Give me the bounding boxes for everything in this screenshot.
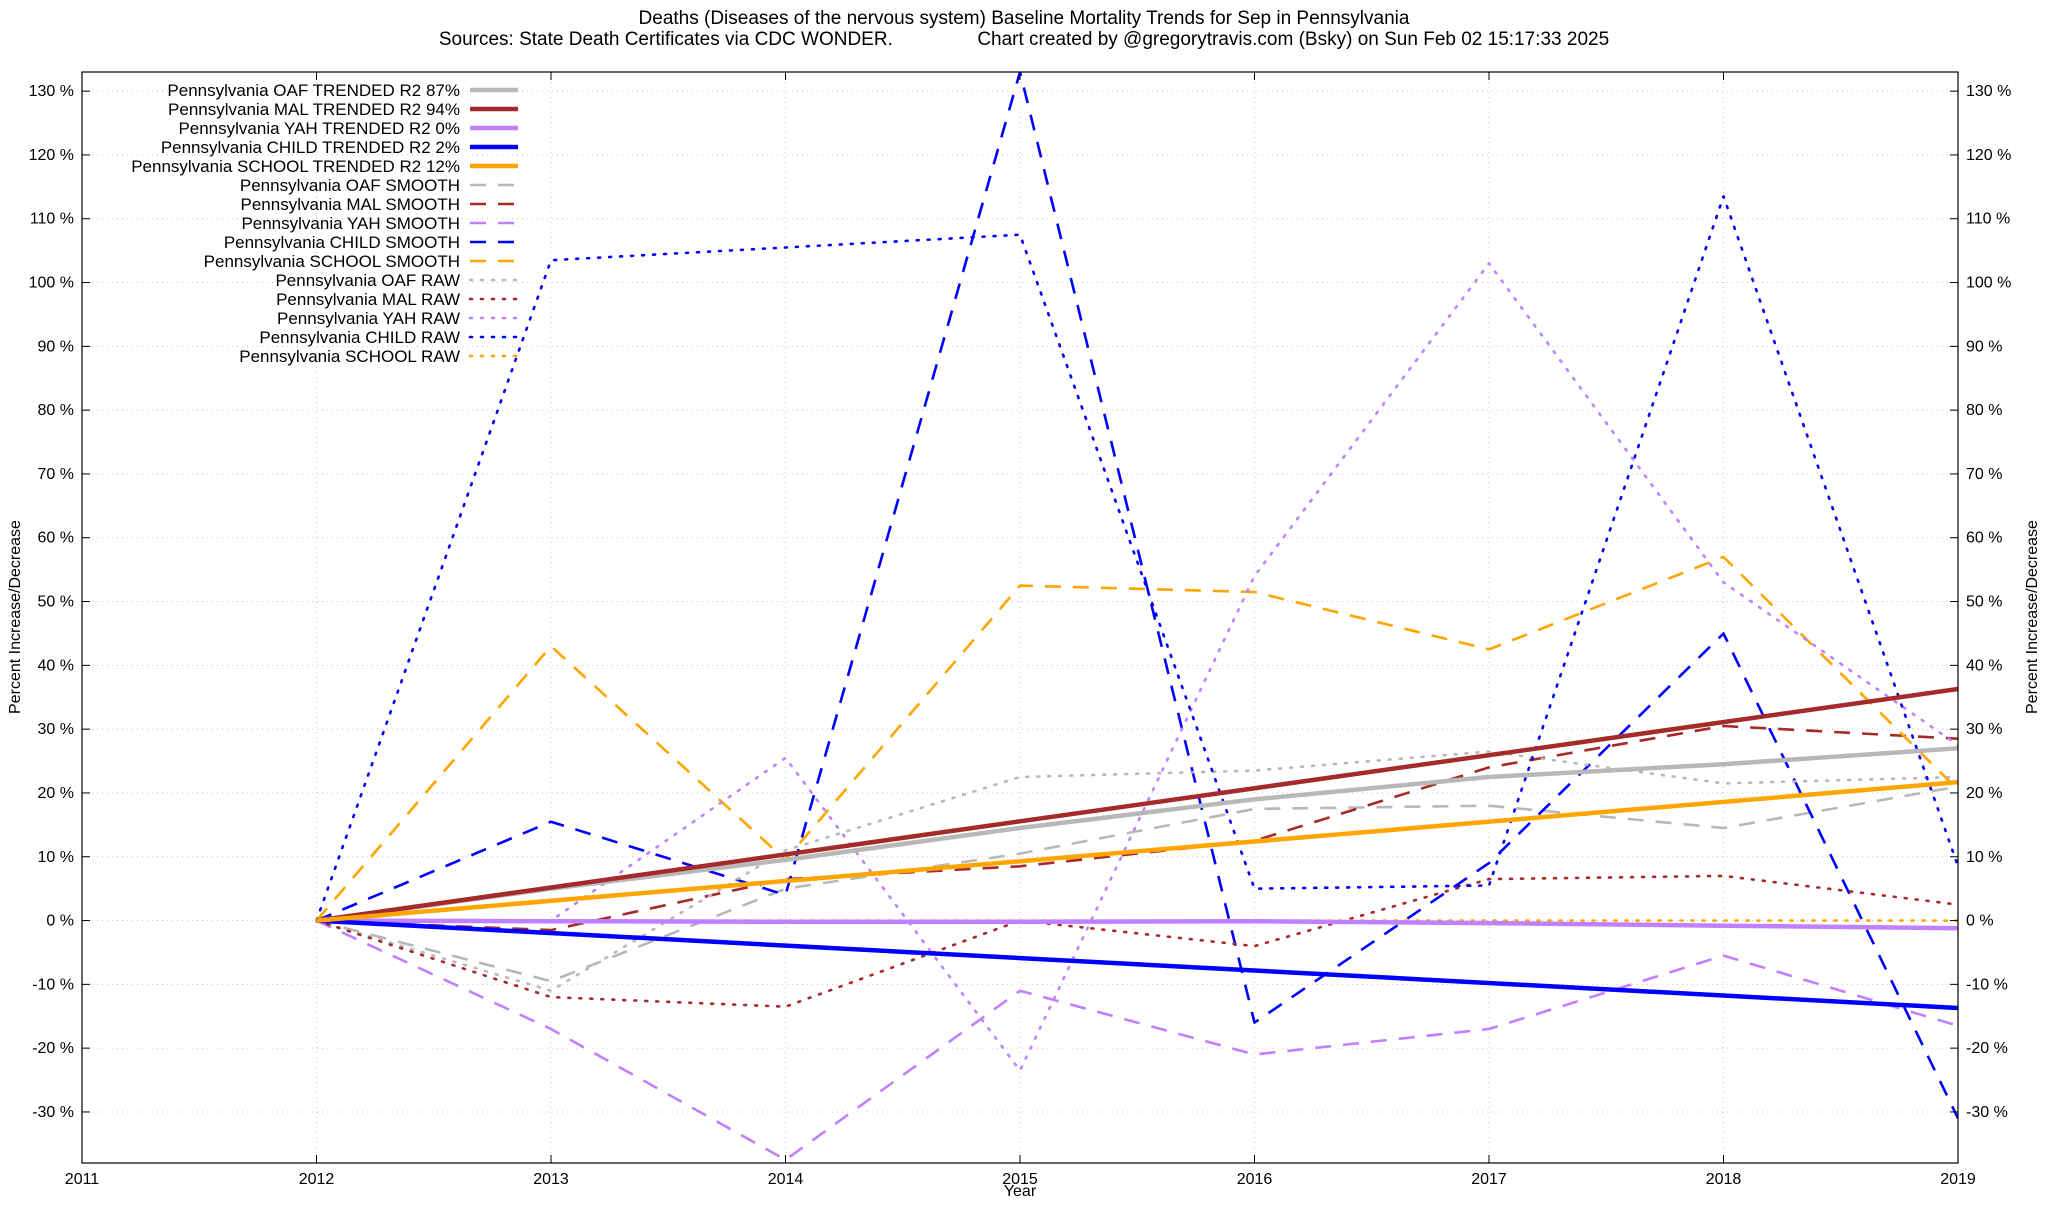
y-tick-label-left: -20 % [32,1040,74,1057]
x-tick-label: 2018 [1706,1171,1742,1188]
y-tick-label-right: 90 % [1966,338,2002,355]
y-axis-label-left: Percent Increase/Decrease [7,520,24,714]
series-line-11 [315,750,1958,993]
y-tick-label-left: 100 % [29,275,74,292]
legend-label: Pennsylvania OAF TRENDED R2 87% [167,81,460,100]
series-line-8 [315,919,1958,1162]
y-axis-label-right: Percent Increase/Decrease [2024,520,2041,714]
y-tick-label-left: 120 % [29,147,74,164]
y-tick-label-left: 10 % [38,849,74,866]
legend-label: Pennsylvania YAH RAW [277,309,460,328]
y-tick-label-left: 20 % [38,785,74,802]
legend-label: Pennsylvania OAF RAW [275,271,460,290]
legend-label: Pennsylvania YAH SMOOTH [241,214,460,233]
legend-label: Pennsylvania SCHOOL SMOOTH [204,252,460,271]
y-tick-label-left: 110 % [30,211,74,228]
y-tick-label-right: -20 % [1966,1040,2008,1057]
x-axis-label: Year [1004,1183,1037,1200]
legend-label: Pennsylvania OAF SMOOTH [240,176,460,195]
x-tick-label: 2015 [1002,1171,1038,1188]
x-tick-label: 2012 [299,1171,335,1188]
y-tick-label-right: 130 % [1966,83,2011,100]
legend-label: Pennsylvania SCHOOL RAW [239,347,460,366]
y-tick-label-right: 120 % [1966,147,2011,164]
series-line-13 [315,262,1958,1072]
y-tick-label-right: 80 % [1966,402,2002,419]
y-tick-label-left: 70 % [38,466,74,483]
legend-label: Pennsylvania SCHOOL TRENDED R2 12% [131,157,460,176]
y-tick-label-right: 110 % [1966,211,2010,228]
y-tick-label-left: 0 % [46,913,74,930]
series-line-5 [316,779,1958,923]
x-tick-label: 2011 [65,1171,100,1188]
tick-layer: -30 % -30 % -20 % -20 % -10 % -10 % 0 % 0 % 10 %… [29,72,2011,1188]
series-layer [315,72,1958,1162]
legend-label: Pennsylvania CHILD SMOOTH [224,233,460,252]
y-tick-label-left: 80 % [38,402,74,419]
y-tick-label-right: 40 % [1966,657,2002,674]
series-line-14 [315,195,1958,922]
y-tick-label-left: -30 % [32,1104,74,1121]
y-tick-label-right: 0 % [1966,913,1994,930]
x-tick-label: 2013 [533,1171,569,1188]
series-line-4 [316,918,1958,1011]
y-tick-label-right: -30 % [1966,1104,2008,1121]
x-tick-label: 2019 [1940,1171,1976,1188]
y-tick-label-right: 10 % [1966,849,2002,866]
y-tick-label-right: 50 % [1966,594,2002,611]
x-tick-label: 2016 [1237,1171,1273,1188]
series-line-6 [316,785,1958,983]
legend-label: Pennsylvania CHILD TRENDED R2 2% [161,138,460,157]
series-line-9 [315,72,1958,1119]
legend-label: Pennsylvania MAL SMOOTH [241,195,461,214]
y-tick-label-left: 130 % [29,83,74,100]
legend-label: Pennsylvania MAL TRENDED R2 94% [168,100,460,119]
chart-title: Deaths (Diseases of the nervous system) … [639,8,1410,29]
y-tick-label-right: 60 % [1966,530,2002,547]
series-line-10 [315,555,1958,922]
legend-label: Pennsylvania MAL RAW [276,290,460,309]
y-tick-label-left: 60 % [38,530,74,547]
legend-label: Pennsylvania CHILD RAW [259,328,460,347]
legend: Pennsylvania OAF TRENDED R2 87%Pennsylva… [131,81,520,366]
y-tick-label-left: 90 % [38,338,74,355]
y-tick-label-right: 20 % [1966,785,2002,802]
y-tick-label-left: 40 % [38,657,74,674]
chart-subtitle: Sources: State Death Certificates via CD… [439,29,1609,50]
y-tick-label-left: 30 % [38,721,74,738]
series-line-3 [316,918,1958,931]
y-tick-label-right: 70 % [1966,466,2002,483]
x-tick-label: 2017 [1471,1171,1507,1188]
x-tick-label: 2014 [768,1171,804,1188]
y-tick-label-right: -10 % [1966,976,2008,993]
y-tick-label-right: 30 % [1966,721,2002,738]
legend-label: Pennsylvania YAH TRENDED R2 0% [178,119,460,138]
series-line-12 [315,874,1958,1009]
y-tick-label-left: -10 % [32,976,74,993]
y-tick-label-left: 50 % [38,594,74,611]
series-line-2 [316,686,1958,923]
y-tick-label-right: 100 % [1966,275,2011,292]
